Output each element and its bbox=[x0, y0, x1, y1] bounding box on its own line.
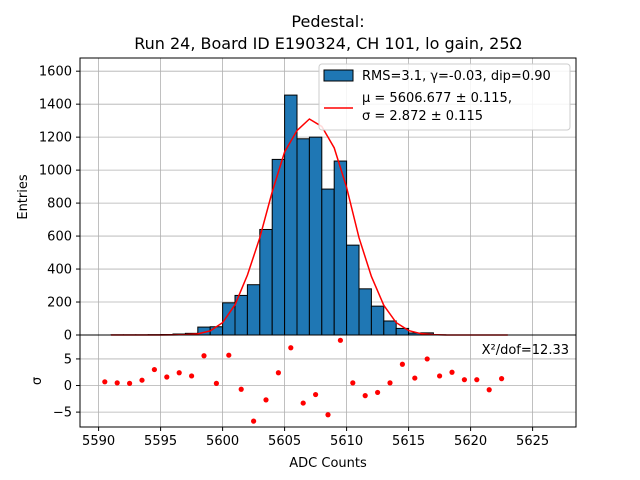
histogram-bar bbox=[284, 94, 298, 336]
residual-point bbox=[474, 377, 480, 383]
residual-point bbox=[375, 389, 381, 396]
residual-point bbox=[325, 412, 331, 418]
residual-point bbox=[461, 377, 467, 383]
bottom-axes-frame bbox=[79, 334, 577, 428]
residual-point bbox=[499, 376, 505, 382]
histogram-bar bbox=[296, 138, 310, 336]
x-tick-label: 5590 bbox=[82, 434, 115, 449]
residual-point bbox=[449, 369, 455, 375]
legend-box bbox=[318, 63, 571, 131]
residual-point bbox=[114, 380, 120, 386]
chi2-annotation: X²/dof=12.33 bbox=[482, 343, 569, 358]
residual-point bbox=[189, 373, 195, 379]
residual-points bbox=[102, 337, 505, 424]
top-y-tick-label: 400 bbox=[47, 263, 72, 278]
residual-point bbox=[238, 386, 244, 392]
residual-point bbox=[151, 366, 157, 373]
histogram-bar bbox=[358, 288, 372, 336]
x-tick-label: 5605 bbox=[268, 434, 301, 449]
top-y-tick-label: 1200 bbox=[39, 131, 72, 146]
residual-point bbox=[424, 356, 430, 362]
residual-point bbox=[337, 337, 343, 343]
x-tick-label: 5595 bbox=[144, 434, 177, 449]
top-y-axis-label: Entries bbox=[16, 174, 31, 220]
residual-point bbox=[362, 393, 368, 399]
x-tick-label: 5610 bbox=[330, 434, 363, 449]
histogram-bar bbox=[308, 136, 323, 336]
bottom-y-ticks: −5 0 5 bbox=[53, 352, 80, 421]
top-y-tick-label: 800 bbox=[47, 197, 72, 212]
x-ticks: 5590 5595 5600 5605 5610 5615 5620 5625 bbox=[82, 427, 549, 449]
residual-point bbox=[288, 345, 294, 351]
residual-point bbox=[263, 397, 269, 403]
histogram-bars bbox=[110, 94, 447, 336]
top-y-ticks: 0 200 400 600 800 1000 1200 1400 1600 bbox=[39, 65, 80, 344]
x-axis-label: ADC Counts bbox=[289, 456, 367, 471]
residual-point bbox=[437, 373, 443, 379]
legend-histogram-label: RMS=3.1, γ=-0.03, dip=0.90 bbox=[362, 69, 551, 84]
x-tick-label: 5625 bbox=[516, 434, 549, 449]
chart-title-line2: Run 24, Board ID E190324, CH 101, lo gai… bbox=[134, 34, 522, 53]
residual-point bbox=[251, 418, 257, 424]
residual-point bbox=[350, 380, 356, 386]
bottom-gridlines bbox=[80, 335, 576, 427]
histogram-bar bbox=[370, 305, 385, 336]
bottom-y-tick-label: 5 bbox=[64, 352, 72, 367]
residual-point bbox=[412, 375, 418, 381]
bottom-y-axis-label: σ bbox=[30, 377, 45, 385]
top-y-tick-label: 1400 bbox=[39, 98, 72, 113]
chart-title-line1: Pedestal: bbox=[291, 12, 364, 31]
top-y-tick-label: 600 bbox=[47, 230, 72, 245]
residual-point bbox=[102, 379, 108, 385]
residual-point bbox=[300, 400, 306, 406]
residual-point bbox=[387, 380, 393, 386]
top-y-tick-label: 1000 bbox=[39, 164, 72, 179]
x-tick-label: 5620 bbox=[454, 434, 487, 449]
residual-point bbox=[486, 387, 492, 393]
x-tick-label: 5600 bbox=[206, 434, 239, 449]
histogram-bar bbox=[321, 188, 335, 336]
top-y-tick-label: 0 bbox=[64, 329, 72, 344]
legend-histogram-swatch bbox=[323, 69, 354, 82]
residual-point bbox=[176, 370, 182, 376]
histogram-bar bbox=[259, 228, 273, 336]
bottom-y-tick-label: −5 bbox=[53, 406, 72, 421]
legend-fit-label-line1: μ = 5606.677 ± 0.115, bbox=[362, 91, 512, 106]
residual-point bbox=[127, 380, 133, 386]
residual-point bbox=[164, 374, 170, 380]
residual-point bbox=[399, 361, 405, 367]
top-y-tick-label: 200 bbox=[47, 296, 72, 311]
histogram-bar bbox=[209, 326, 224, 336]
residual-point bbox=[226, 352, 232, 358]
histogram-bar bbox=[333, 160, 348, 336]
legend-fit-label-line2: σ = 2.872 ± 0.115 bbox=[362, 109, 483, 124]
x-tick-label: 5615 bbox=[392, 434, 425, 449]
histogram-bar bbox=[383, 320, 397, 336]
residual-point bbox=[213, 380, 219, 386]
legend: RMS=3.1, γ=-0.03, dip=0.90 μ = 5606.677 … bbox=[318, 63, 571, 131]
residual-point bbox=[313, 391, 319, 398]
histogram-bar bbox=[246, 284, 261, 336]
top-y-tick-label: 1600 bbox=[39, 65, 72, 80]
histogram-bar bbox=[346, 244, 360, 336]
residual-point bbox=[275, 370, 281, 376]
residual-point bbox=[201, 353, 207, 359]
bottom-y-tick-label: 0 bbox=[64, 379, 72, 394]
residual-point bbox=[139, 377, 145, 383]
